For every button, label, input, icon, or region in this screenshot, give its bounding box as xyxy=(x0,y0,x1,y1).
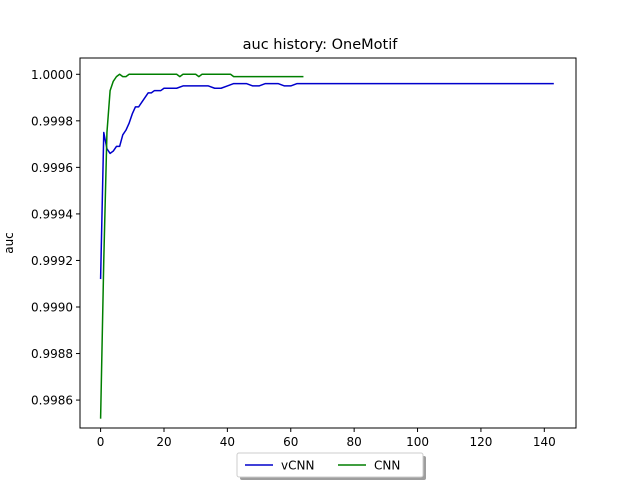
x-tick-label: 120 xyxy=(469,435,492,449)
x-tick-label: 140 xyxy=(533,435,556,449)
plot-frame xyxy=(79,57,577,429)
series-line-vcnn xyxy=(99,82,554,280)
y-tick-label: 0.9996 xyxy=(31,161,73,175)
series-line-cnn xyxy=(99,73,304,419)
legend: vCNN CNN xyxy=(236,452,426,480)
legend-label-cnn: CNN xyxy=(374,459,400,473)
y-axis: 0.9986 0.9988 0.9990 0.9992 0.9994 0.9996 0.99… xyxy=(31,68,80,408)
x-axis: 0 20 40 60 80 100 120 140 xyxy=(97,428,556,449)
y-tick-label: 1.0000 xyxy=(31,68,73,82)
legend-box xyxy=(236,452,424,478)
x-tick-label: 80 xyxy=(347,435,362,449)
x-tick-label: 40 xyxy=(220,435,235,449)
x-tick-label: 0 xyxy=(97,435,105,449)
y-tick-label: 0.9992 xyxy=(31,254,73,268)
y-tick-label: 0.9990 xyxy=(31,300,73,314)
chart-title: auc history: OneMotif xyxy=(243,37,399,53)
legend-label-vcnn: vCNN xyxy=(281,459,314,473)
y-tick-label: 0.9986 xyxy=(31,394,73,408)
x-tick-label: 20 xyxy=(156,435,171,449)
y-tick-label: 0.9998 xyxy=(31,114,73,128)
x-tick-label: 60 xyxy=(283,435,298,449)
y-axis-label: auc xyxy=(2,232,16,254)
plot-series xyxy=(99,73,554,419)
y-tick-label: 0.9988 xyxy=(31,347,73,361)
x-tick-label: 100 xyxy=(406,435,429,449)
y-tick-label: 0.9994 xyxy=(31,207,73,221)
